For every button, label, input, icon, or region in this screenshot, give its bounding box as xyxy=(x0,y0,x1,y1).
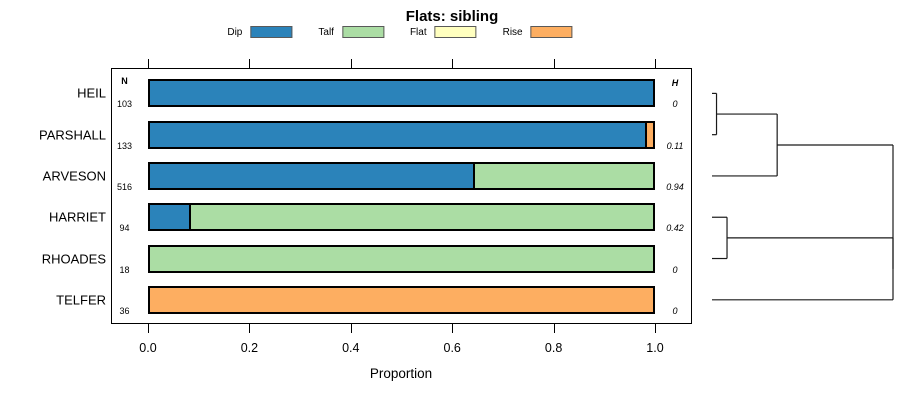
entropy-value: 0 xyxy=(672,305,678,316)
x-axis-tick-top xyxy=(249,59,251,68)
x-axis-tick-label: 0.4 xyxy=(342,341,360,355)
x-axis-tick xyxy=(249,324,251,333)
bar-segment-rise xyxy=(148,285,655,314)
x-axis-tick xyxy=(148,324,149,333)
bar-row-arveson xyxy=(148,161,655,190)
bar-row-telfer xyxy=(148,285,655,314)
bar-segment-dip xyxy=(148,79,655,108)
x-axis-tick-label: 0.6 xyxy=(443,341,461,355)
x-axis-tick xyxy=(350,324,352,333)
bar-row-harriet xyxy=(148,203,655,232)
row-label-parshall: PARSHALL xyxy=(39,127,106,143)
x-axis-tick-label: 0.2 xyxy=(240,341,259,355)
x-axis-tick-top xyxy=(553,59,555,68)
entropy-column-header: H xyxy=(671,78,679,88)
count-value: 103 xyxy=(116,99,133,110)
bar-segment-talf xyxy=(148,244,655,273)
count-value: 36 xyxy=(119,305,130,316)
legend-label: Talf xyxy=(318,26,334,38)
legend-item-flat: Flat xyxy=(410,26,477,38)
x-axis-tick-top xyxy=(655,59,656,68)
x-axis-tick-label: 0.8 xyxy=(544,341,563,355)
legend-item-dip: Dip xyxy=(227,26,293,38)
entropy-value: 0.11 xyxy=(666,140,684,151)
row-label-arveson: ARVESON xyxy=(42,168,106,184)
plot-box xyxy=(111,68,692,324)
count-value: 94 xyxy=(119,223,130,234)
count-value: 516 xyxy=(116,181,133,192)
count-value: 133 xyxy=(116,140,133,151)
row-label-rhoades: RHOADES xyxy=(41,251,106,267)
entropy-value: 0.42 xyxy=(666,223,684,234)
legend-swatch-icon xyxy=(341,26,384,38)
legend-swatch-icon xyxy=(530,26,573,38)
entropy-value: 0 xyxy=(672,99,678,110)
chart-title: Flats: sibling xyxy=(405,8,499,25)
entropy-value: 0 xyxy=(672,264,678,275)
bar-segment-talf xyxy=(189,203,655,232)
row-label-harriet: HARRIET xyxy=(48,209,106,225)
x-axis-title: Proportion xyxy=(369,366,433,381)
bar-row-parshall xyxy=(148,120,655,149)
legend-label: Dip xyxy=(227,26,243,38)
legend-item-talf: Talf xyxy=(318,26,384,38)
x-axis-tick-label: 0.0 xyxy=(139,341,157,355)
bar-segment-talf xyxy=(473,161,655,190)
row-label-heil: HEIL xyxy=(77,85,106,101)
count-value: 18 xyxy=(119,264,130,275)
count-column-header: N xyxy=(121,76,128,86)
legend-label: Flat xyxy=(409,26,427,38)
legend-swatch-icon xyxy=(434,26,477,38)
legend: Dip Talf Flat Rise xyxy=(227,26,573,38)
row-label-telfer: TELFER xyxy=(56,292,106,308)
x-axis-tick xyxy=(452,324,454,333)
legend-item-rise: Rise xyxy=(503,26,573,38)
legend-swatch-icon xyxy=(250,26,293,38)
bar-row-heil xyxy=(148,79,655,108)
bar-segment-dip xyxy=(148,120,648,149)
x-axis-tick-top xyxy=(148,59,149,68)
bar-segment-dip xyxy=(148,161,475,190)
x-axis-tick-label: 1.0 xyxy=(646,341,664,355)
x-axis-tick xyxy=(655,324,656,333)
x-axis-tick xyxy=(553,324,555,333)
x-axis-tick-top xyxy=(350,59,352,68)
x-axis-tick-top xyxy=(452,59,454,68)
bar-row-rhoades xyxy=(148,244,655,273)
legend-label: Rise xyxy=(502,26,523,38)
bar-segment-rise xyxy=(645,120,655,149)
entropy-value: 0.94 xyxy=(666,181,684,192)
bar-segment-dip xyxy=(148,203,192,232)
